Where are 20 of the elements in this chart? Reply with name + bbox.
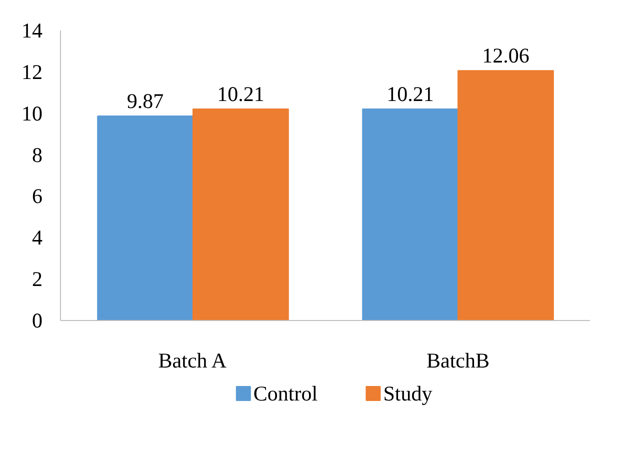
bar — [458, 70, 554, 320]
y-tick-label: 4 — [32, 226, 43, 250]
legend-label: Study — [383, 382, 433, 406]
bar — [362, 108, 458, 320]
y-tick-label: 12 — [22, 60, 42, 84]
x-tick-label: Batch A — [158, 348, 228, 372]
y-tick-label: 10 — [22, 101, 42, 126]
y-tick-label: 8 — [32, 142, 42, 167]
y-tick-label: 14 — [22, 18, 43, 42]
y-tick-label: 2 — [32, 267, 42, 292]
data-label: 10.21 — [217, 82, 264, 106]
legend-label: Control — [253, 382, 318, 406]
data-label: 12.06 — [482, 44, 530, 68]
bar — [97, 116, 194, 320]
y-tick-label: 0 — [32, 308, 42, 332]
bar — [192, 108, 289, 320]
y-tick-label: 6 — [32, 184, 42, 208]
x-tick-label: BatchB — [426, 348, 490, 372]
data-label: 10.21 — [386, 82, 434, 106]
data-label: 9.87 — [126, 89, 164, 114]
